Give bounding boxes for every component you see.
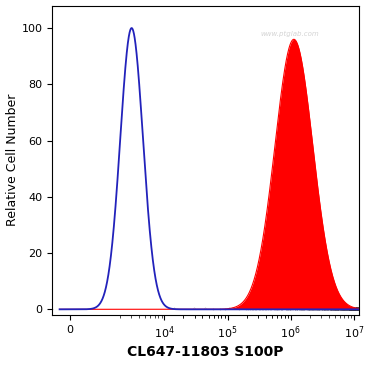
X-axis label: CL647-11803 S100P: CL647-11803 S100P xyxy=(127,345,284,360)
Text: www.ptglab.com: www.ptglab.com xyxy=(261,31,319,38)
Y-axis label: Relative Cell Number: Relative Cell Number xyxy=(6,94,18,226)
